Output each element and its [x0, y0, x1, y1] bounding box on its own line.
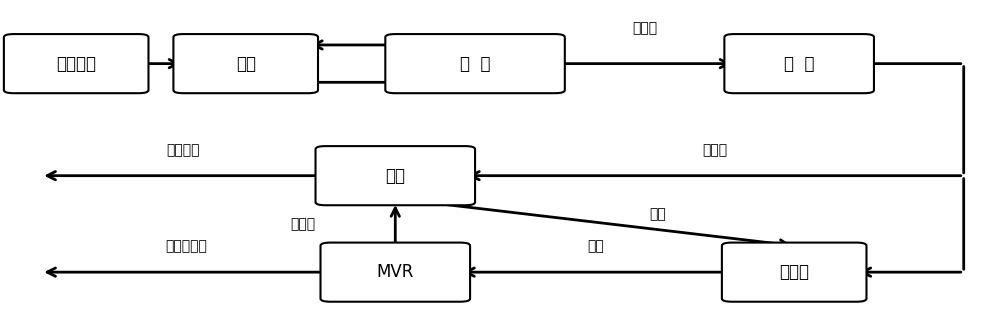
Text: 浓缩液: 浓缩液	[702, 143, 727, 157]
FancyBboxPatch shape	[4, 34, 148, 93]
Text: 淡水: 淡水	[650, 207, 666, 221]
FancyBboxPatch shape	[385, 34, 565, 93]
Text: 纳滤: 纳滤	[385, 167, 405, 185]
Text: 氯化钠固体: 氯化钠固体	[165, 240, 207, 253]
Text: 除  油: 除 油	[784, 55, 814, 73]
Text: MVR: MVR	[377, 263, 414, 281]
FancyBboxPatch shape	[316, 146, 475, 205]
Text: 沉淀: 沉淀	[236, 55, 256, 73]
Text: 超  滤: 超 滤	[460, 55, 490, 73]
Text: 冷凝液: 冷凝液	[290, 217, 316, 231]
Text: 淡水回用: 淡水回用	[167, 143, 200, 157]
Text: 浓水: 浓水	[588, 240, 604, 253]
FancyBboxPatch shape	[173, 34, 318, 93]
Text: 电渗析: 电渗析	[779, 263, 809, 281]
FancyBboxPatch shape	[722, 243, 866, 302]
FancyBboxPatch shape	[320, 243, 470, 302]
Text: 透过液: 透过液	[632, 22, 657, 35]
Text: 皂化废水: 皂化废水	[56, 55, 96, 73]
FancyBboxPatch shape	[724, 34, 874, 93]
